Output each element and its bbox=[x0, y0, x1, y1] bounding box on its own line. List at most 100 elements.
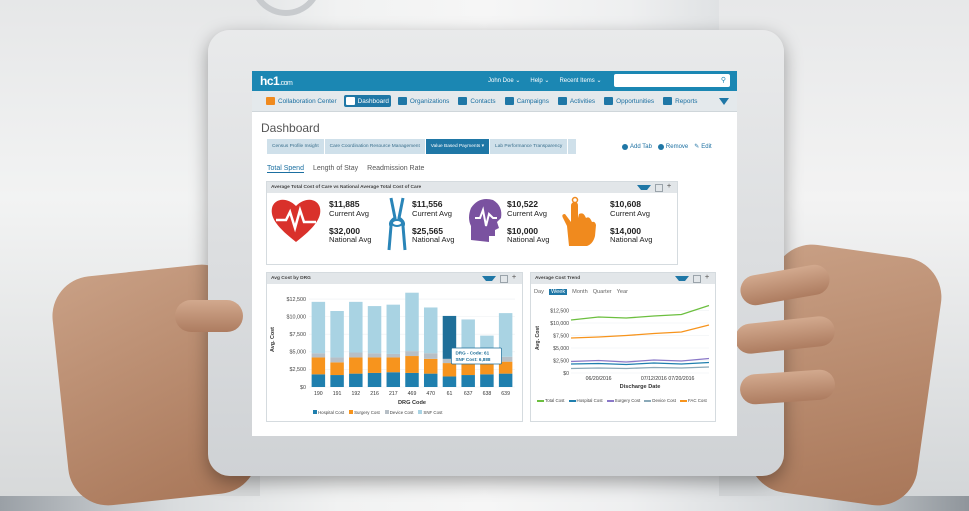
add-icon[interactable]: + bbox=[512, 274, 517, 281]
x-tick-label: 470 bbox=[426, 391, 435, 397]
series-line-surgery-cost bbox=[570, 357, 710, 363]
logo[interactable]: hc1.com bbox=[260, 74, 293, 88]
nav-campaigns[interactable]: Campaigns bbox=[503, 95, 551, 107]
help-menu[interactable]: Help ⌄ bbox=[530, 78, 550, 84]
nav-activities[interactable]: Activities bbox=[556, 95, 597, 107]
bar-segment-snf-cost bbox=[367, 306, 382, 354]
add-icon[interactable]: + bbox=[705, 274, 710, 281]
duration-quarter[interactable]: Quarter bbox=[592, 289, 612, 295]
maximize-icon[interactable] bbox=[693, 275, 701, 283]
top-bar: hc1.com John Doe ⌄ Help ⌄ Recent Items ⌄… bbox=[252, 71, 737, 91]
bar-segment-surgery-cost bbox=[442, 363, 457, 377]
bar-segment-hospital-cost bbox=[311, 374, 326, 387]
legend-device-cost[interactable]: Device Cost bbox=[384, 410, 413, 415]
collapse-icon[interactable] bbox=[675, 276, 689, 287]
legend-device-cost[interactable]: Device Cost bbox=[644, 398, 676, 403]
add-icon[interactable]: + bbox=[667, 183, 672, 190]
person-icon bbox=[458, 97, 468, 105]
legend-fac-cost[interactable]: FAC Cost bbox=[679, 398, 707, 403]
bar-segment-snf-cost bbox=[461, 319, 475, 357]
x-tick-label: 191 bbox=[333, 391, 342, 397]
app-screen: hc1.com John Doe ⌄ Help ⌄ Recent Items ⌄… bbox=[252, 71, 737, 436]
nav-organizations[interactable]: Organizations bbox=[396, 95, 451, 107]
search-icon[interactable]: ⚲ bbox=[720, 77, 726, 84]
tab-care-coordination[interactable]: Care Coordination Resource Management bbox=[324, 139, 425, 154]
left-thumb bbox=[175, 300, 243, 332]
nav-contacts[interactable]: Contacts bbox=[456, 95, 497, 107]
dashboard-icon bbox=[345, 97, 355, 105]
tab-value-based-payments[interactable]: Value Based Payments ▾ bbox=[425, 139, 490, 154]
opportunity-icon bbox=[604, 97, 614, 105]
tab-overflow-button[interactable] bbox=[568, 139, 577, 154]
collapse-icon[interactable] bbox=[482, 276, 496, 287]
bar-segment-hospital-cost bbox=[367, 372, 382, 387]
recent-items-menu[interactable]: Recent Items ⌄ bbox=[559, 78, 602, 84]
collapse-icon[interactable] bbox=[637, 185, 651, 196]
add-tab-button[interactable]: Add Tab bbox=[622, 143, 652, 150]
collaboration-icon bbox=[266, 97, 275, 105]
bar-segment-device-cost bbox=[367, 353, 382, 358]
legend-surgery-cost[interactable]: Surgery Cost bbox=[349, 410, 380, 415]
hand-icon bbox=[562, 196, 596, 246]
tooltip-box bbox=[451, 347, 502, 365]
duration-month[interactable]: Month bbox=[572, 289, 588, 295]
bar-segment-surgery-cost bbox=[386, 357, 401, 373]
bar-segment-device-cost bbox=[349, 352, 363, 358]
user-menu[interactable]: John Doe ⌄ bbox=[488, 78, 521, 84]
bar-segment-surgery-cost bbox=[330, 362, 344, 376]
x-tick-label: 07/12/2016 bbox=[641, 376, 667, 382]
panel-title: Average Total Cost of Care vs National A… bbox=[271, 185, 422, 190]
duration-day[interactable]: Day bbox=[534, 289, 544, 295]
remove-tab-button[interactable]: Remove bbox=[657, 143, 688, 150]
tooltip-line-1: DRG - Code: 61 bbox=[455, 351, 489, 356]
y-tick-label: $5,000 bbox=[290, 350, 307, 356]
legend-total-cost[interactable]: Total Cost bbox=[537, 398, 565, 403]
x-tick-label: 638 bbox=[483, 391, 492, 397]
nav-dashboard[interactable]: Dashboard bbox=[343, 95, 391, 107]
nav-collaboration-center[interactable]: Collaboration Center bbox=[264, 95, 339, 107]
metric-heart: $11,885 Current Avg $32,000 National Avg bbox=[329, 199, 372, 244]
x-tick-label: 07/20/2016 bbox=[668, 376, 694, 382]
nav-opportunities[interactable]: Opportunities bbox=[602, 95, 656, 107]
brain-icon bbox=[469, 199, 502, 242]
duration-week[interactable]: Week bbox=[548, 289, 568, 295]
bar-segment-snf-cost bbox=[386, 304, 401, 354]
bar-segment-snf-cost bbox=[311, 301, 326, 354]
bar-segment-hospital-cost bbox=[349, 373, 363, 387]
search-input[interactable]: ⚲ bbox=[614, 74, 730, 87]
x-tick-label: 639 bbox=[501, 391, 510, 397]
subtab-total-spend[interactable]: Total Spend bbox=[267, 165, 304, 173]
x-tick-label: 192 bbox=[351, 391, 360, 397]
legend-surgery-cost[interactable]: Surgery Cost bbox=[606, 398, 640, 403]
bar-segment-device-cost bbox=[311, 353, 326, 358]
maximize-icon[interactable] bbox=[655, 184, 663, 192]
bar-segment-surgery-cost bbox=[405, 356, 419, 373]
y-axis-label: Avg. Cost bbox=[535, 326, 541, 350]
bar-segment-hospital-cost bbox=[386, 372, 401, 387]
bar-segment-device-cost bbox=[442, 358, 457, 364]
x-tick-label: 637 bbox=[464, 391, 473, 397]
duration-year[interactable]: Year bbox=[616, 289, 628, 295]
y-tick-label: $12,500 bbox=[287, 297, 307, 303]
tab-census-profile[interactable]: Census Profile Insight bbox=[267, 139, 324, 154]
filter-icon[interactable] bbox=[719, 97, 729, 105]
bar-chart-legend: Hospital Cost Surgery Cost Device Cost S… bbox=[313, 410, 442, 415]
subtab-length-of-stay[interactable]: Length of Stay bbox=[312, 165, 359, 172]
nav-reports[interactable]: Reports bbox=[661, 95, 699, 107]
legend-hospital-cost[interactable]: Hospital Cost bbox=[568, 398, 603, 403]
average-cost-trend-panel: Average Cost Trend + Day Week Month Quar… bbox=[530, 272, 716, 422]
legend-hospital-cost[interactable]: Hospital Cost bbox=[313, 410, 344, 415]
edit-tab-button[interactable]: ✎ Edit bbox=[694, 143, 712, 151]
tab-lab-performance[interactable]: Lab Performance Transparency bbox=[490, 139, 568, 154]
calendar-icon bbox=[557, 97, 567, 105]
bar-segment-device-cost bbox=[423, 353, 438, 359]
subtab-readmission-rate[interactable]: Readmission Rate bbox=[367, 165, 425, 172]
add-icon bbox=[622, 143, 628, 150]
maximize-icon[interactable] bbox=[500, 275, 508, 283]
bar-segment-snf-cost bbox=[349, 301, 363, 353]
bar-segment-device-cost bbox=[405, 351, 419, 357]
bar-chart: $12,500 $10,000 $7,500 $5,000 $2,500 $0 Avg. C… bbox=[270, 292, 515, 406]
line-chart-title: Average Cost Trend bbox=[535, 276, 581, 281]
legend-snf-cost[interactable]: SNF Cost bbox=[418, 410, 442, 415]
tooltip-line-2: SNF Cost: 6,888 bbox=[455, 357, 490, 362]
